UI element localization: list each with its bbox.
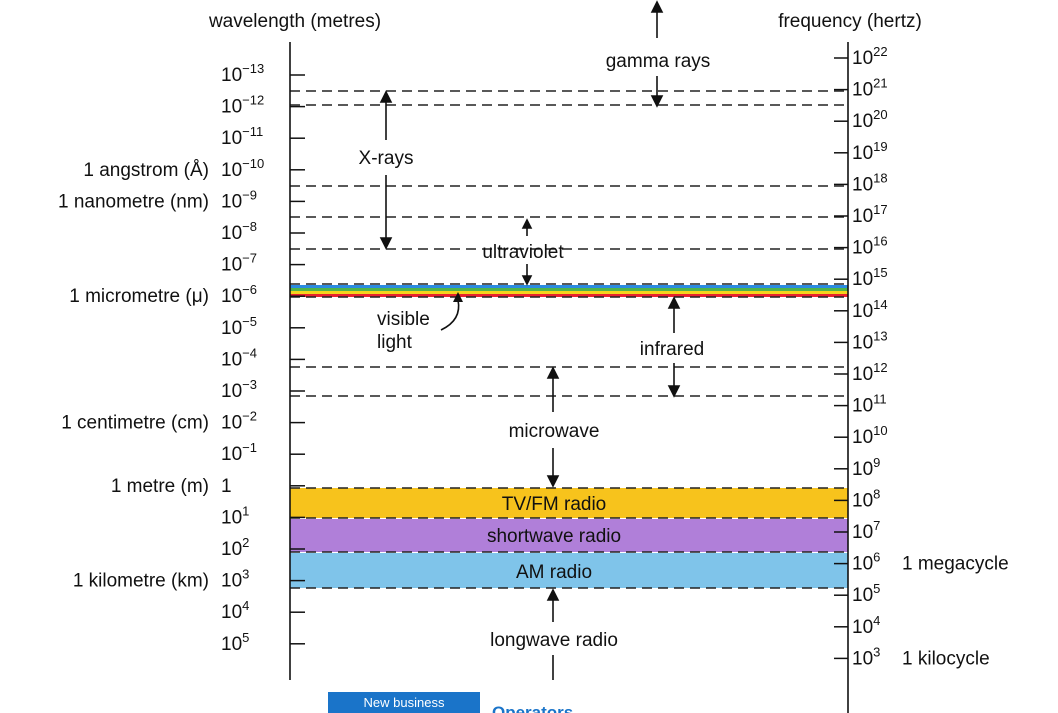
longwave-radio-label: longwave radio xyxy=(490,630,618,651)
wavelength-tick-label: 10−6 xyxy=(221,282,257,307)
visible-stripe-yellow xyxy=(290,291,848,294)
wavelength-tick-label: 10−2 xyxy=(221,409,257,434)
frequency-tick-label: 1015 xyxy=(852,265,888,290)
frequency-ticks: 1022 1021 1020 1019 1018 1017 1016 1015 1014 1013… xyxy=(834,44,1009,669)
frequency-tick-label: 103 xyxy=(852,644,880,669)
wavelength-tick-label: 10−12 xyxy=(221,93,264,118)
frequency-tick-label: 108 xyxy=(852,486,880,511)
wavelength-header: wavelength (metres) xyxy=(208,11,381,32)
frequency-tick-label: 1021 xyxy=(852,76,888,101)
wavelength-unit-name: 1 angstrom (Å) xyxy=(83,160,209,181)
visible-light-pointer xyxy=(440,299,460,331)
frequency-tick-label: 109 xyxy=(852,455,880,480)
shortwave-band xyxy=(290,519,848,552)
frequency-unit-name: 1 megacycle xyxy=(902,554,1009,575)
new-business-banner[interactable]: New business xyxy=(328,692,480,713)
xray-arrowhead-up xyxy=(379,90,393,103)
gamma-rays-label: gamma rays xyxy=(606,51,711,72)
ultraviolet-label: ultraviolet xyxy=(482,242,564,263)
wavelength-tick-label: 103 xyxy=(221,567,249,592)
wavelength-tick-label: 105 xyxy=(221,630,249,655)
frequency-tick-label: 106 xyxy=(852,550,880,575)
frequency-tick-label: 1017 xyxy=(852,202,888,227)
wavelength-tick-label: 104 xyxy=(221,598,249,623)
infrared-arrowhead-down xyxy=(667,385,681,398)
wavelength-tick-label: 10−10 xyxy=(221,156,264,181)
visible-stripe-red xyxy=(290,294,848,297)
visible-stripe-blue xyxy=(290,285,848,288)
gamma-arrowhead-down xyxy=(650,95,664,108)
visible-spectrum-stripes xyxy=(290,285,848,297)
frequency-tick-label: 1013 xyxy=(852,328,888,353)
operators-link[interactable]: Operators xyxy=(492,703,574,713)
wavelength-unit-name: 1 kilometre (km) xyxy=(73,571,209,592)
frequency-tick-label: 1010 xyxy=(852,423,888,448)
longwave-arrowhead-up xyxy=(546,588,560,601)
wavelength-tick-label: 1 xyxy=(221,476,232,497)
frequency-tick-label: 1012 xyxy=(852,360,888,385)
frequency-tick-label: 1016 xyxy=(852,234,888,259)
xrays-label: X-rays xyxy=(359,148,414,169)
visible-stripe-green xyxy=(290,288,848,291)
frequency-tick-label: 107 xyxy=(852,518,880,543)
tvfm-band xyxy=(290,488,848,518)
am-band xyxy=(290,553,848,588)
uv-arrowhead-up xyxy=(521,218,533,229)
infrared-arrowhead-up xyxy=(667,296,681,309)
shortwave-radio-label: shortwave radio xyxy=(487,526,621,547)
frequency-unit-name: 1 kilocycle xyxy=(902,648,990,669)
wavelength-tick-label: 10−4 xyxy=(221,345,257,370)
microwave-label: microwave xyxy=(509,421,600,442)
wavelength-unit-name: 1 centimetre (cm) xyxy=(61,413,209,434)
wavelength-tick-label: 10−9 xyxy=(221,187,257,212)
tvfm-radio-label: TV/FM radio xyxy=(502,494,607,515)
wavelength-tick-label: 10−3 xyxy=(221,377,257,402)
visible-light-arrowhead xyxy=(453,292,463,302)
wavelength-tick-label: 10−5 xyxy=(221,314,257,339)
microwave-arrowhead-up xyxy=(546,366,560,379)
frequency-tick-label: 105 xyxy=(852,581,880,606)
wavelength-tick-label: 10−8 xyxy=(221,219,257,244)
region-arrows xyxy=(379,0,681,680)
frequency-tick-label: 1018 xyxy=(852,170,888,195)
frequency-tick-label: 1014 xyxy=(852,297,888,322)
wavelength-tick-label: 102 xyxy=(221,535,249,560)
wavelength-tick-label: 101 xyxy=(221,503,249,528)
wavelength-unit-name: 1 nanometre (nm) xyxy=(58,191,209,212)
wavelength-unit-name: 1 metre (m) xyxy=(111,476,209,497)
am-radio-label: AM radio xyxy=(516,562,592,583)
region-boundaries xyxy=(290,90,848,589)
frequency-tick-label: 104 xyxy=(852,613,880,638)
wavelength-tick-label: 10−11 xyxy=(221,124,263,149)
wavelength-tick-label: 10−7 xyxy=(221,251,257,276)
infrared-label: infrared xyxy=(640,339,704,360)
frequency-tick-label: 1019 xyxy=(852,139,888,164)
wavelength-tick-label: 10−1 xyxy=(221,440,257,465)
uv-arrowhead-down xyxy=(521,275,533,286)
wavelength-tick-label: 10−13 xyxy=(221,61,264,86)
light-label: light xyxy=(377,332,413,353)
visible-label: visible xyxy=(377,309,430,330)
microwave-arrowhead-down xyxy=(546,475,560,488)
frequency-tick-label: 1020 xyxy=(852,107,888,132)
gamma-arrowhead-up xyxy=(650,0,664,13)
frequency-tick-label: 1011 xyxy=(852,392,887,417)
xray-arrowhead-down xyxy=(379,237,393,250)
wavelength-unit-name: 1 micrometre (μ) xyxy=(69,286,209,307)
frequency-tick-label: 1022 xyxy=(852,44,888,69)
frequency-header: frequency (hertz) xyxy=(778,11,922,32)
